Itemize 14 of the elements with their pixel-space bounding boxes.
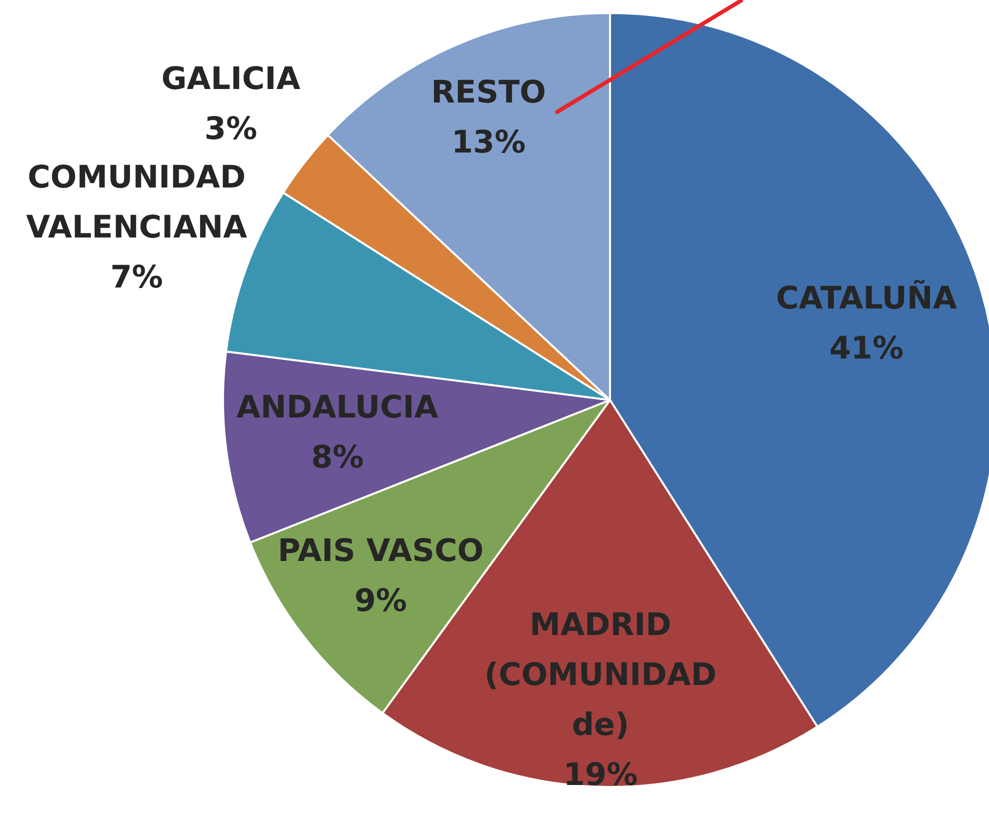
- data-label: 19%: [563, 756, 638, 793]
- slice-label: MADRID (COMUNIDAD de): [484, 606, 717, 743]
- slice-label: ANDALUCIA: [236, 389, 438, 426]
- data-label: 3%: [204, 110, 258, 147]
- data-label: 7%: [110, 260, 163, 296]
- slice-label: CATALUÑA: [776, 280, 957, 317]
- slice-label: COMUNIDAD VALENCIANA: [26, 160, 248, 246]
- slice-label: RESTO: [431, 74, 546, 110]
- data-label: 8%: [311, 439, 364, 476]
- data-label: 13%: [451, 124, 526, 160]
- slice-label: GALICIA: [161, 60, 300, 97]
- data-label: 41%: [829, 330, 904, 367]
- slice-label: PAIS VASCO: [278, 532, 484, 569]
- data-label: 9%: [354, 582, 407, 619]
